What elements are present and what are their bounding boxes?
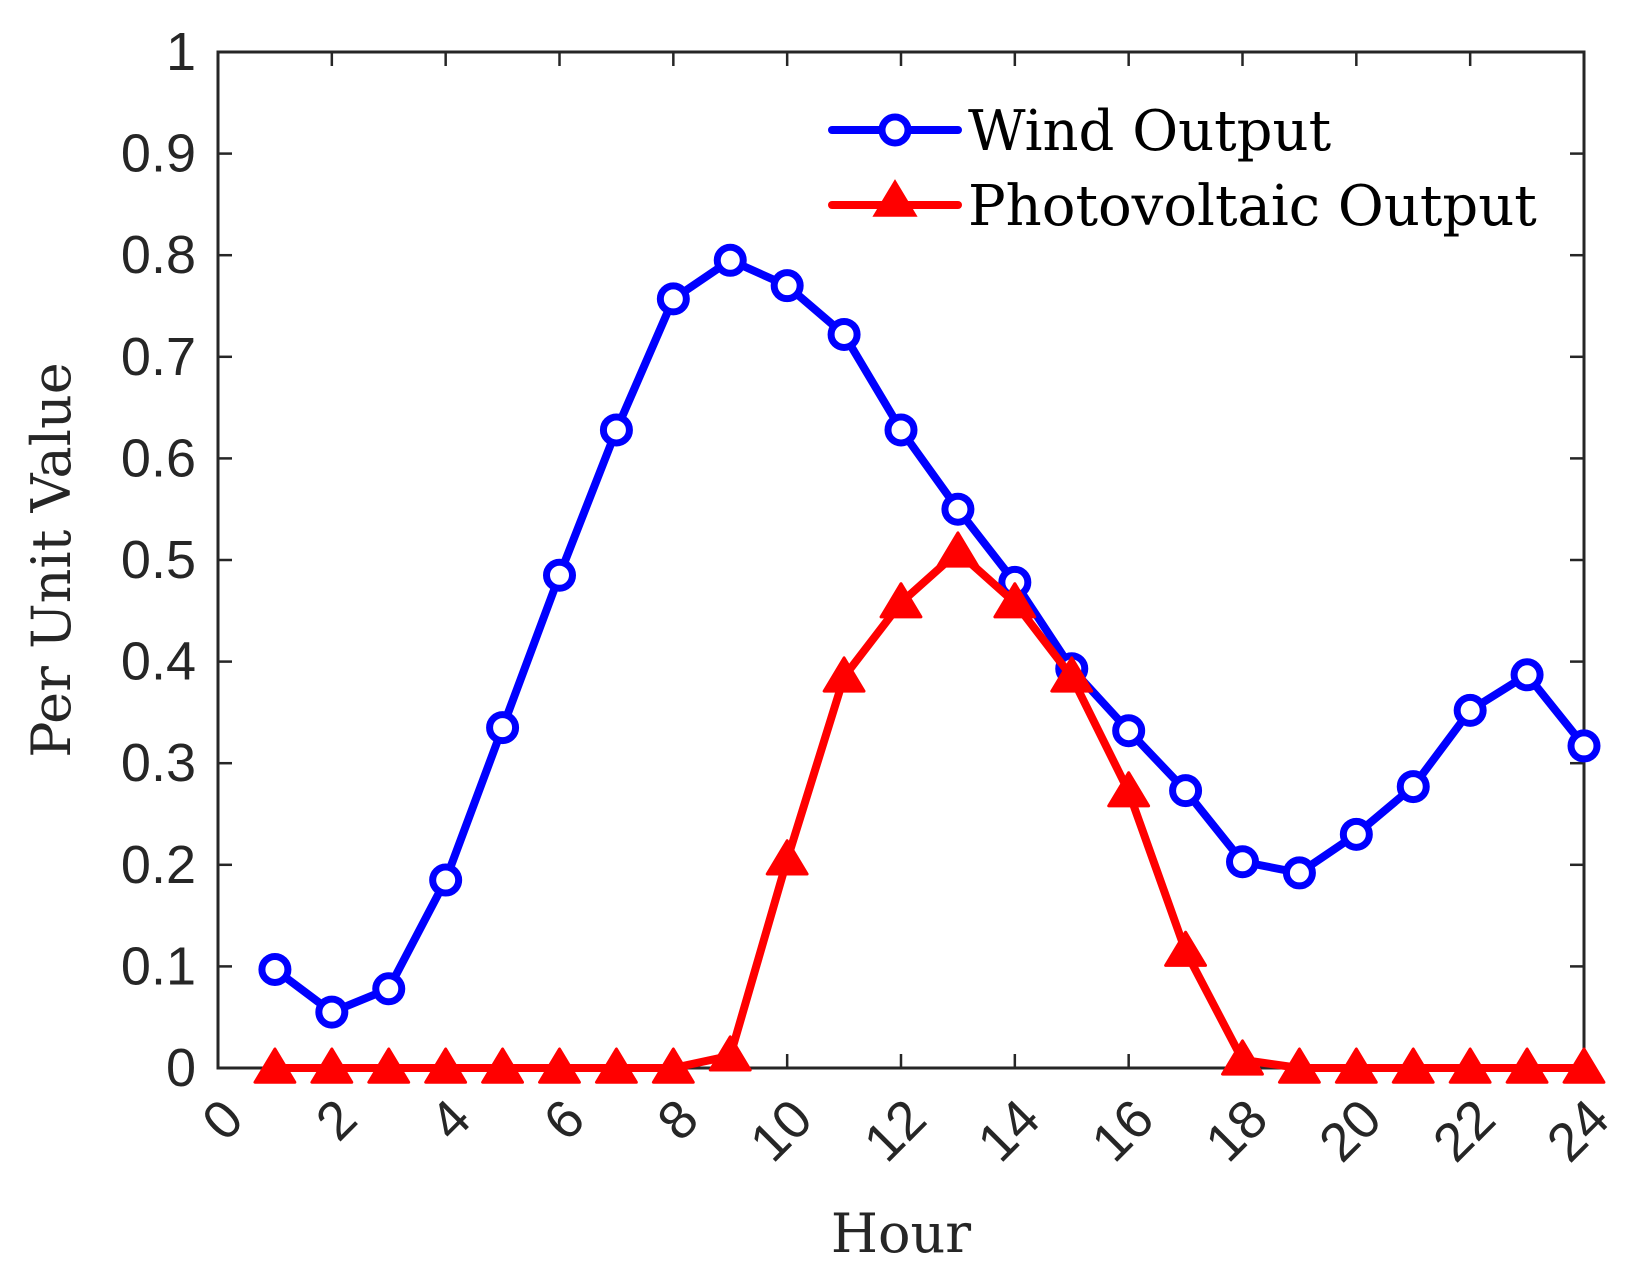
y-tick-label: 0.3 [121, 733, 196, 793]
data-point [315, 995, 349, 1029]
data-point [258, 952, 292, 986]
y-tick-label: 0.1 [121, 936, 196, 996]
legend-entry: Photovoltaic Output [828, 174, 1537, 239]
x-tick-label: 22 [1422, 1088, 1507, 1173]
series-wind-output [258, 243, 1601, 1029]
data-point [656, 282, 690, 316]
data-point [1282, 856, 1316, 890]
x-tick-label: 4 [419, 1088, 483, 1152]
x-tick-label: 20 [1308, 1088, 1393, 1173]
legend-entry: Wind Output [828, 99, 1332, 164]
y-tick-label: 0.2 [121, 835, 196, 895]
x-tick-label: 2 [305, 1088, 369, 1152]
data-point [1226, 845, 1259, 879]
plot-area [216, 50, 1606, 1084]
x-tick-labels: 0 2 4 6 8 10 12 14 16 18 20 22 24 [191, 1088, 1621, 1173]
data-point [941, 492, 975, 526]
data-point [827, 317, 861, 351]
x-tick-label: 10 [739, 1088, 824, 1173]
data-point [253, 1047, 297, 1084]
data-point [1334, 1047, 1378, 1084]
data-point [1050, 656, 1094, 693]
data-point [1164, 930, 1208, 967]
x-tick-label: 6 [532, 1088, 596, 1152]
data-point [424, 1047, 468, 1084]
data-point [1562, 1047, 1606, 1084]
series-photovoltaic-output [253, 531, 1606, 1084]
data-point [1221, 1039, 1264, 1076]
data-point [486, 711, 520, 745]
data-point [372, 972, 406, 1006]
legend-label: Wind Output [968, 99, 1332, 164]
y-tick-label: 0.7 [121, 327, 196, 387]
x-tick-label: 0 [191, 1088, 255, 1152]
legend-marker [878, 113, 912, 147]
data-point [1396, 770, 1430, 804]
x-tick-label: 12 [853, 1088, 938, 1173]
data-point [1169, 774, 1203, 808]
data-point [543, 558, 576, 592]
y-tick-label: 0.8 [121, 225, 196, 285]
y-tick-label: 0.4 [121, 632, 196, 692]
data-point [1567, 729, 1601, 763]
data-point [1448, 1047, 1492, 1084]
data-point [708, 1035, 752, 1072]
x-tick-label: 18 [1194, 1088, 1279, 1173]
y-tick-label: 0 [166, 1038, 196, 1098]
data-point [713, 243, 747, 277]
data-point [936, 531, 980, 568]
data-point [1277, 1047, 1321, 1084]
data-point [770, 269, 804, 303]
x-tick-label: 16 [1080, 1088, 1165, 1173]
data-point [1453, 693, 1487, 727]
data-point [599, 413, 633, 447]
data-point [1505, 1047, 1549, 1084]
data-point [367, 1047, 411, 1084]
y-tick-label: 1 [166, 22, 196, 82]
data-point [1339, 817, 1373, 851]
data-point [1391, 1047, 1435, 1084]
data-point [822, 656, 866, 693]
legend-marker [872, 179, 918, 217]
data-point [594, 1047, 638, 1084]
data-point [481, 1047, 525, 1084]
x-tick-label: 14 [966, 1088, 1051, 1173]
data-point [429, 863, 463, 897]
data-point [765, 839, 809, 876]
y-tick-label: 0.9 [121, 124, 196, 184]
data-point [651, 1047, 695, 1084]
y-tick-label: 0.6 [121, 428, 196, 488]
axes-box [216, 50, 1586, 1070]
data-point [884, 413, 918, 447]
series-layer [253, 243, 1606, 1084]
data-point [1107, 771, 1151, 808]
data-point [538, 1047, 581, 1084]
y-tick-labels: 0 0.1 0.2 0.3 0.4 0.5 0.6 0.7 0.8 0.9 1 [121, 22, 196, 1098]
y-tick-label: 0.5 [121, 530, 196, 590]
y-axis-label: Per Unit Value [20, 362, 83, 758]
legend: Wind Output Photovoltaic Output [828, 99, 1537, 239]
data-point [1510, 658, 1544, 692]
data-point [310, 1047, 354, 1084]
x-tick-label: 8 [646, 1088, 710, 1152]
data-point [993, 582, 1037, 619]
legend-label: Photovoltaic Output [968, 174, 1537, 239]
data-point [1112, 714, 1146, 748]
x-tick-label: 24 [1536, 1088, 1621, 1173]
x-axis-label: Hour [831, 1202, 971, 1265]
data-point [879, 582, 923, 619]
